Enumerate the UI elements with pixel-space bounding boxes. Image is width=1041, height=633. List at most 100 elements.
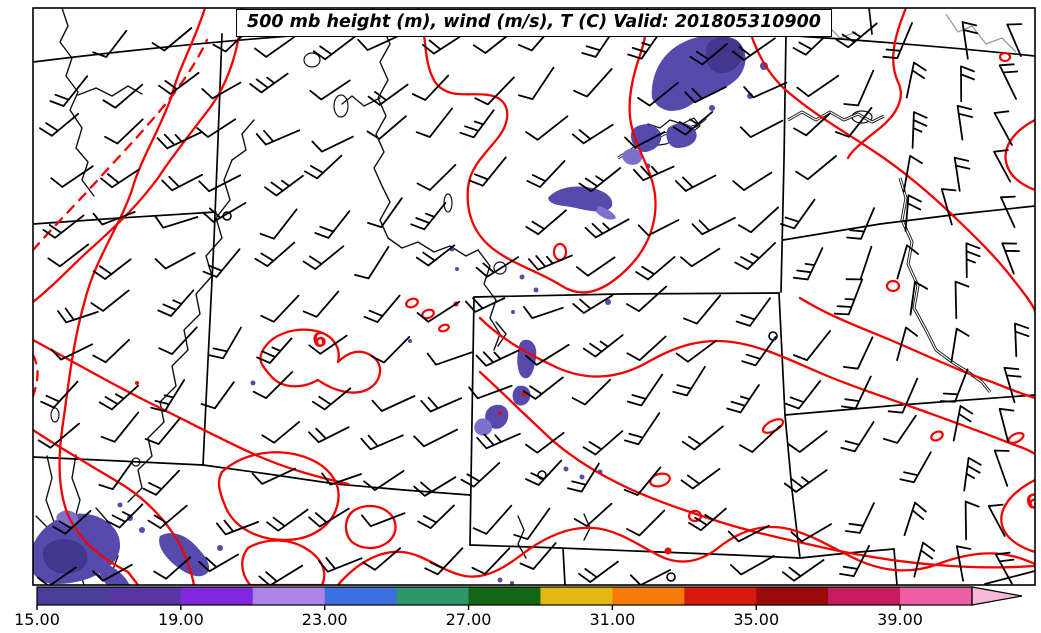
wind-barb <box>104 118 144 145</box>
temperature-fill-dot <box>579 474 585 480</box>
colorbar-extend-arrow <box>971 586 1023 606</box>
wind-barb <box>525 115 569 141</box>
wind-barb <box>415 107 453 138</box>
wind-barb <box>726 384 760 414</box>
wind-barb <box>39 113 80 137</box>
wind-barb <box>106 503 144 529</box>
wind-barb <box>50 165 94 188</box>
wind-barb <box>582 430 624 456</box>
wind-barb <box>201 81 242 100</box>
height-contour-dashed <box>33 38 209 252</box>
height-contour-oval <box>649 472 671 488</box>
wind-barb <box>92 211 136 226</box>
wind-barb <box>1003 366 1022 404</box>
wind-barb <box>98 384 139 411</box>
state-border <box>33 456 471 496</box>
wind-barb <box>840 421 875 453</box>
wind-barb <box>413 476 457 497</box>
wind-barb <box>626 509 666 537</box>
wind-barb <box>887 377 919 414</box>
state-border <box>780 33 787 293</box>
river <box>341 95 381 107</box>
height-contour <box>344 504 397 550</box>
lake-outline <box>333 94 349 118</box>
wind-barb <box>367 197 403 228</box>
wind-barb <box>254 241 296 267</box>
wind-barb <box>410 202 447 231</box>
wind-barb <box>261 421 300 444</box>
temperature-fill-dot <box>139 527 145 533</box>
lake-outline <box>303 52 321 68</box>
temperature-fill-blob <box>548 186 613 212</box>
contour-dot <box>664 547 672 555</box>
wind-barb <box>252 371 294 399</box>
wind-barb <box>839 544 870 577</box>
wind-barb <box>468 156 507 187</box>
height-contour-oval <box>438 323 450 333</box>
wind-barb <box>198 174 242 193</box>
wind-barb <box>567 462 600 493</box>
wind-barb <box>783 469 828 493</box>
wind-barb <box>739 119 784 138</box>
wind-barb <box>264 174 304 197</box>
wind-barb <box>471 547 511 575</box>
wind-barb <box>582 334 624 358</box>
temperature-fill-blob <box>622 148 643 165</box>
wind-barb <box>993 449 1010 487</box>
wind-barb <box>370 336 411 364</box>
wind-barb <box>260 294 300 323</box>
height-contour-dashed <box>33 353 39 398</box>
wind-barb <box>525 343 570 366</box>
wind-barb <box>626 285 668 312</box>
temperature-fill-dot <box>563 466 569 472</box>
wind-barb <box>196 118 237 138</box>
colorbar-tick-label: 39.00 <box>877 610 923 629</box>
wind-barb <box>476 432 521 450</box>
wind-barb <box>684 86 727 104</box>
wind-barb <box>882 22 913 59</box>
height-contour <box>846 8 908 160</box>
wind-barb <box>956 105 974 141</box>
wind-barb <box>420 396 463 413</box>
wind-barb <box>519 542 557 570</box>
wind-barb <box>623 466 662 496</box>
height-contour-oval <box>930 430 944 442</box>
wind-barb <box>258 564 304 585</box>
wind-barb <box>208 326 242 360</box>
wind-barb <box>637 219 680 237</box>
wind-barb <box>911 111 928 149</box>
wind-barb <box>573 68 613 98</box>
wind-barb <box>522 376 564 400</box>
wind-barb <box>312 387 352 411</box>
temperature-fill-dot <box>455 267 459 271</box>
state-border <box>784 394 1035 416</box>
wind-barb <box>963 457 982 492</box>
height-contour <box>259 328 382 394</box>
wind-barb <box>314 210 351 239</box>
state-border <box>469 544 801 559</box>
wind-barb <box>309 79 351 101</box>
wind-barb <box>513 507 551 540</box>
wind-barb <box>904 194 922 232</box>
wind-barb <box>739 425 781 453</box>
wind-barb <box>198 553 239 573</box>
temperature-fill-dot <box>605 299 611 305</box>
height-contour-oval <box>405 297 419 309</box>
wind-barb <box>153 556 192 580</box>
state-border <box>782 205 1035 241</box>
wind-barb <box>354 246 390 280</box>
wind-barb <box>896 326 919 361</box>
wind-barb <box>367 83 409 106</box>
wind-barb <box>161 173 203 192</box>
temperature-fill-dot <box>217 545 223 551</box>
wind-barb <box>960 65 975 103</box>
wind-barb <box>52 510 92 535</box>
wind-barb <box>411 74 450 101</box>
wind-barb <box>523 305 564 319</box>
colorbar-outline <box>36 586 973 606</box>
colorbar-segment <box>180 587 254 605</box>
temperature-fill-dot <box>117 502 123 508</box>
height-contour-oval <box>885 279 901 293</box>
wind-barb <box>578 560 619 583</box>
